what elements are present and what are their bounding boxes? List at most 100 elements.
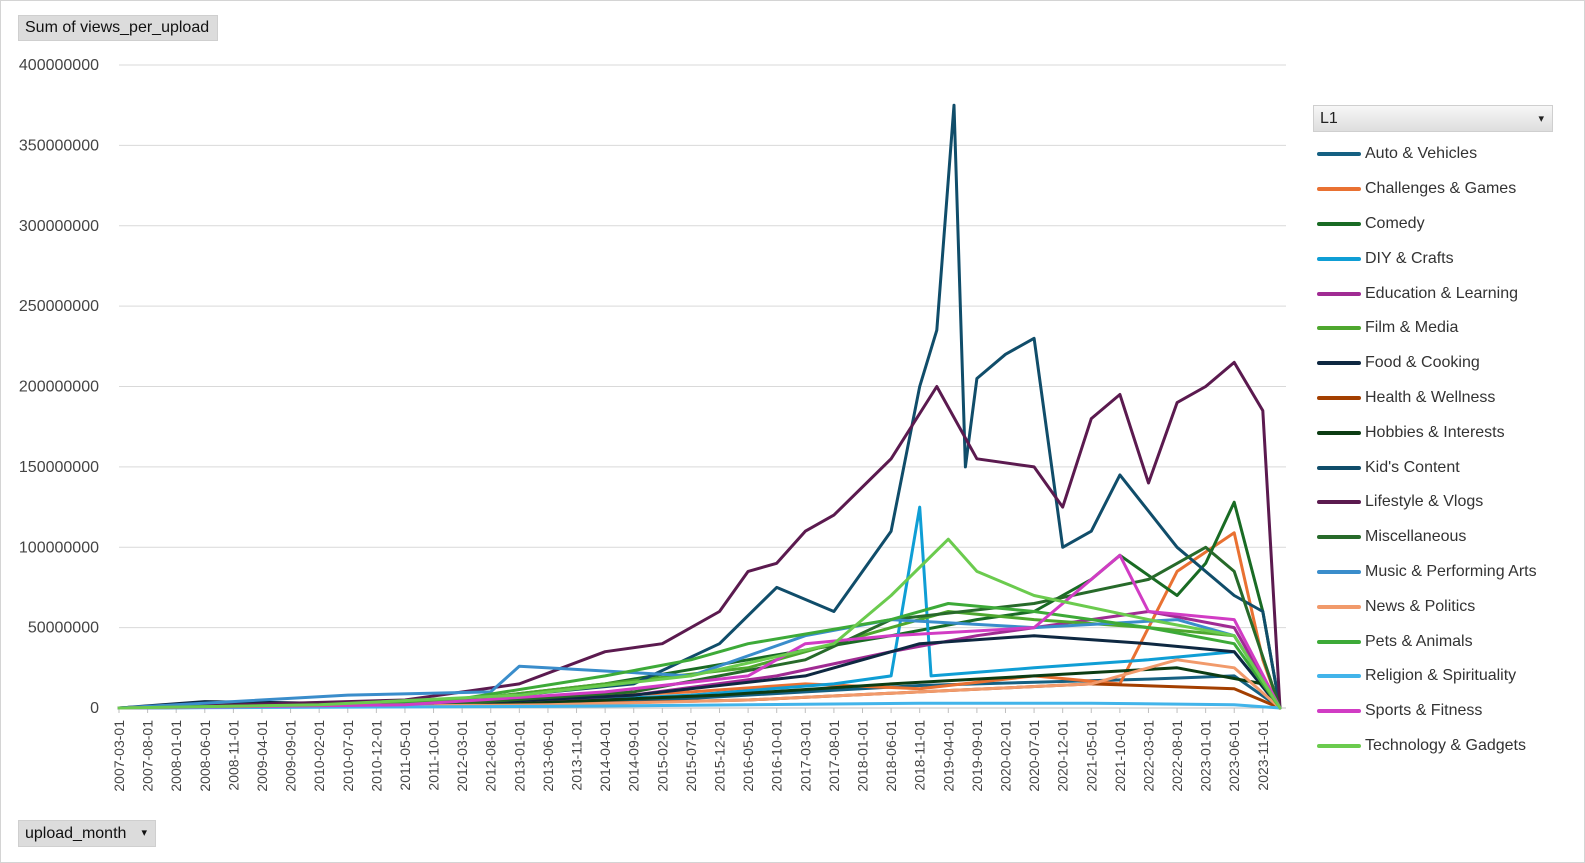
x-tick-label: 2007-03-01 (111, 720, 127, 792)
series-line (117, 602, 1282, 710)
series-line (117, 537, 1282, 710)
legend-item: Auto & Vehicles (1317, 137, 1577, 172)
series-line (117, 701, 1282, 710)
x-tick-label: 2016-05-01 (740, 720, 756, 792)
legend-swatch (1317, 674, 1361, 679)
x-tick-label: 2019-09-01 (969, 720, 985, 792)
legend-swatch (1317, 361, 1361, 366)
legend-item: Religion & Spirituality (1317, 659, 1577, 694)
series-line (117, 553, 1282, 710)
x-tick-label: 2011-10-01 (426, 720, 442, 791)
x-tick-label: 2017-08-01 (826, 720, 842, 792)
legend-swatch (1317, 430, 1361, 435)
x-tick-label: 2022-08-01 (1169, 720, 1185, 792)
legend-item: Comedy (1317, 207, 1577, 242)
legend-label: Health & Wellness (1365, 388, 1496, 406)
y-tick-label: 400000000 (19, 57, 99, 74)
legend-label: Hobbies & Interests (1365, 423, 1505, 441)
legend-item: Education & Learning (1317, 276, 1577, 311)
legend-swatch (1317, 291, 1361, 296)
x-tick-label: 2014-04-01 (597, 720, 613, 792)
legend-item: Challenges & Games (1317, 172, 1577, 207)
legend-swatch (1317, 743, 1361, 748)
legend-swatch (1317, 569, 1361, 574)
legend-label: Sports & Fitness (1365, 702, 1483, 720)
x-tick-label: 2018-06-01 (883, 720, 899, 792)
legend-swatch (1317, 326, 1361, 331)
x-tick-label: 2023-01-01 (1198, 720, 1214, 792)
values-field-label: Sum of views_per_upload (25, 19, 210, 36)
y-tick-label: 150000000 (19, 459, 99, 476)
x-tick-label: 2010-07-01 (340, 720, 356, 792)
x-tick-label: 2010-12-01 (368, 720, 384, 792)
legend-item: Miscellaneous (1317, 520, 1577, 555)
legend-item: Pets & Animals (1317, 624, 1577, 659)
axis-field-label: upload_month (25, 824, 127, 842)
legend-item: Hobbies & Interests (1317, 415, 1577, 450)
legend-label: Kid's Content (1365, 458, 1460, 476)
legend-item: Music & Performing Arts (1317, 555, 1577, 590)
series-line (117, 505, 1282, 710)
values-field-button[interactable]: Sum of views_per_upload (18, 15, 218, 41)
legend-item: Kid's Content (1317, 450, 1577, 485)
legend-swatch (1317, 535, 1361, 540)
x-tick-label: 2012-03-01 (454, 720, 470, 792)
series-line (117, 500, 1282, 710)
axis-field-button[interactable]: upload_month ▾ (18, 820, 156, 847)
x-tick-label: 2023-11-01 (1255, 720, 1271, 791)
x-tick-label: 2013-06-01 (540, 720, 556, 792)
legend-item: Lifestyle & Vlogs (1317, 485, 1577, 520)
x-tick-label: 2013-11-01 (569, 720, 585, 791)
legend-label: Pets & Animals (1365, 632, 1473, 650)
legend-field-label: L1 (1320, 109, 1338, 127)
legend-item: Health & Wellness (1317, 381, 1577, 416)
series-line (117, 618, 1282, 710)
x-tick-label: 2023-06-01 (1226, 720, 1242, 792)
x-tick-label: 2021-05-01 (1083, 720, 1099, 792)
legend-label: Challenges & Games (1365, 180, 1517, 198)
legend-item: Sports & Fitness (1317, 694, 1577, 729)
chart-legend: Auto & Vehicles Challenges & Games Comedy D… (1317, 137, 1577, 763)
legend-label: Music & Performing Arts (1365, 562, 1537, 580)
legend-label: Religion & Spirituality (1365, 667, 1517, 685)
x-tick-label: 2016-10-01 (769, 720, 785, 792)
series-line (117, 658, 1282, 710)
legend-label: News & Politics (1365, 597, 1476, 615)
legend-field-button[interactable]: L1 ▾ (1313, 105, 1553, 132)
x-tick-label: 2014-09-01 (626, 720, 642, 792)
x-tick-label: 2009-09-01 (283, 720, 299, 792)
x-tick-label: 2015-02-01 (654, 720, 670, 792)
x-tick-label: 2020-12-01 (1055, 720, 1071, 792)
legend-swatch (1317, 639, 1361, 644)
x-tick-label: 2008-06-01 (197, 720, 213, 792)
legend-swatch (1317, 256, 1361, 261)
legend-swatch (1317, 465, 1361, 470)
x-tick-label: 2018-11-01 (912, 720, 928, 791)
y-tick-label: 250000000 (19, 298, 99, 315)
dropdown-arrow-icon: ▾ (1538, 113, 1544, 125)
legend-label: Lifestyle & Vlogs (1365, 493, 1484, 511)
x-tick-label: 2022-03-01 (1140, 720, 1156, 792)
x-tick-label: 2008-01-01 (168, 720, 184, 792)
y-tick-label: 50000000 (28, 620, 99, 637)
x-tick-label: 2020-07-01 (1026, 720, 1042, 792)
x-tick-label: 2013-01-01 (511, 720, 527, 792)
x-tick-label: 2018-01-01 (854, 720, 870, 792)
x-tick-label: 2015-07-01 (683, 720, 699, 792)
legend-swatch (1317, 221, 1361, 226)
legend-label: DIY & Crafts (1365, 249, 1454, 267)
x-tick-label: 2019-04-01 (940, 720, 956, 792)
x-tick-label: 2007-08-01 (140, 720, 156, 792)
x-tick-label: 2008-11-01 (225, 720, 241, 791)
series-line (117, 545, 1282, 710)
y-tick-label: 100000000 (19, 539, 99, 556)
x-tick-label: 2012-08-01 (483, 720, 499, 792)
y-tick-label: 350000000 (19, 137, 99, 154)
legend-item: News & Politics (1317, 589, 1577, 624)
legend-item: Food & Cooking (1317, 346, 1577, 381)
legend-label: Miscellaneous (1365, 528, 1467, 546)
line-chart: 0 50000000 100000000 150000000 200000000 2500… (19, 57, 1286, 792)
y-tick-label: 0 (90, 700, 99, 717)
legend-swatch (1317, 604, 1361, 609)
